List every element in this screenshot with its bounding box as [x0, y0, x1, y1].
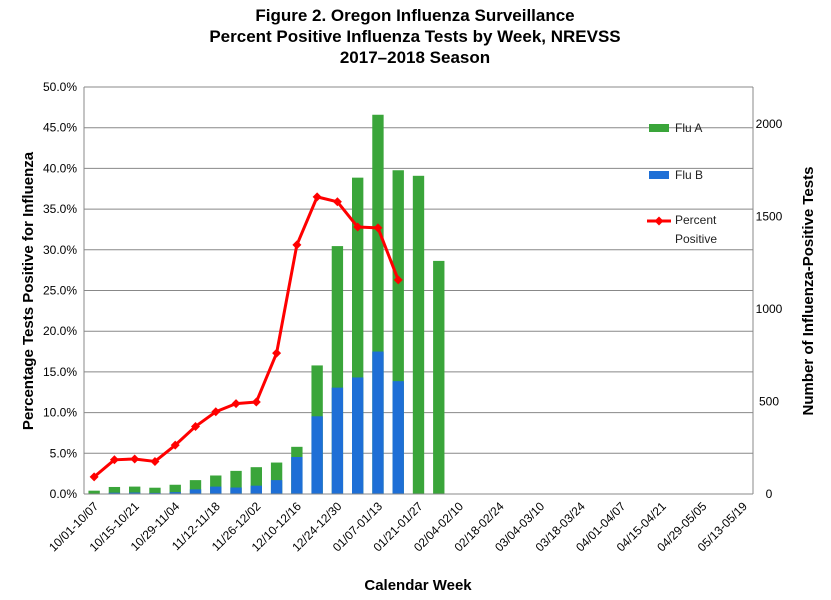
bar-flu-b	[352, 377, 364, 494]
bar-flu-b	[149, 492, 161, 494]
y-left-tick-label: 20.0%	[43, 324, 77, 338]
y-right-tick-label: 1500	[756, 210, 783, 224]
bar-flu-a	[270, 462, 283, 494]
y-axis-left-title: Percentage Tests Positive for Influenza	[20, 151, 37, 430]
y-right-tick-label: 2000	[756, 117, 783, 131]
y-left-tick-label: 35.0%	[43, 202, 77, 216]
bar-flu-a	[230, 470, 242, 494]
percent-positive-point	[191, 421, 200, 431]
y-left-tick-label: 10.0%	[43, 406, 77, 420]
percent-positive-point	[312, 192, 322, 202]
percent-positive-point	[353, 222, 363, 232]
percent-positive-point	[170, 440, 180, 450]
y-right-tick-label: 500	[759, 395, 779, 409]
percent-positive-point	[211, 407, 221, 417]
legend-marker-percent-positive	[654, 216, 664, 226]
legend-swatch-flu-b	[649, 171, 669, 179]
bar-flu-a	[189, 480, 202, 494]
x-axis-ticks: 10/01-10/0710/15-10/2110/29-11/0411/12-1…	[46, 499, 750, 554]
bar-flu-a	[433, 260, 445, 494]
percent-positive-point	[272, 348, 282, 358]
y-right-tick-label: 1000	[756, 302, 783, 316]
chart-title-line-1: Figure 2. Oregon Influenza Surveillance	[255, 6, 574, 25]
percent-positive-point	[89, 472, 99, 482]
bar-flu-a	[210, 475, 222, 494]
bar-flu-b	[210, 486, 222, 494]
bar-flu-b	[311, 416, 323, 494]
bar-flu-a	[108, 486, 121, 494]
y-left-tick-label: 15.0%	[43, 365, 77, 379]
percent-positive-point	[373, 223, 383, 233]
plot-frame	[83, 86, 754, 495]
percent-positive-point	[130, 454, 140, 464]
y-left-tick-label: 0.0%	[50, 487, 78, 501]
bar-flu-b	[129, 492, 141, 494]
bar-flu-a	[352, 177, 364, 494]
legend: Flu A Flu B Percent Positive	[647, 121, 717, 246]
bar-series	[88, 114, 445, 495]
bar-flu-b	[372, 351, 384, 494]
x-axis-title: Calendar Week	[364, 577, 472, 594]
percent-positive-line	[93, 195, 400, 479]
bar-flu-a	[392, 170, 404, 494]
left-axis-ticks: 0.0% 5.0% 10.0% 15.0% 20.0% 25.0% 30.0% 35.0% 40…	[43, 80, 77, 501]
y-left-tick-label: 45.0%	[43, 121, 77, 135]
right-axis-ticks: 0 500 1000 1500 2000	[756, 117, 783, 501]
bar-flu-b	[250, 485, 262, 494]
percent-positive-point	[393, 275, 403, 285]
bar-flu-b	[291, 457, 303, 494]
bar-flu-b	[230, 487, 242, 494]
chart-title: Figure 2. Oregon Influenza Surveillance …	[209, 6, 620, 67]
percent-positive-point	[231, 399, 241, 409]
bar-flu-b	[189, 489, 202, 494]
y-left-tick-label: 25.0%	[43, 284, 77, 298]
legend-label-percent-positive-line-2: Positive	[675, 232, 717, 246]
legend-label-percent-positive-line-1: Percent	[675, 213, 717, 227]
y-right-tick-label: 0	[766, 487, 773, 501]
percent-positive-point	[109, 455, 119, 465]
bar-flu-a	[372, 114, 384, 494]
bar-flu-a	[331, 246, 344, 494]
percent-positive-point	[332, 197, 342, 207]
legend-label-flu-b: Flu B	[675, 168, 703, 182]
bar-flu-a	[88, 490, 100, 494]
bar-flu-b	[169, 492, 181, 494]
percent-positive-point	[292, 240, 302, 250]
legend-label-flu-a: Flu A	[675, 121, 702, 135]
bar-flu-a	[149, 487, 161, 494]
y-left-tick-label: 30.0%	[43, 243, 77, 257]
bar-flu-a	[169, 484, 181, 494]
line-series	[89, 192, 403, 482]
y-axis-right-title: Number of Influenza-Positive Tests	[800, 167, 817, 416]
bar-flu-b	[392, 381, 404, 494]
y-left-tick-label: 50.0%	[43, 80, 77, 94]
bar-flu-a	[129, 486, 141, 494]
legend-swatch-flu-a	[649, 124, 669, 132]
bar-flu-a	[412, 175, 425, 495]
percent-positive-point	[150, 456, 160, 466]
percent-positive-point	[251, 397, 261, 407]
bar-flu-b	[331, 387, 344, 494]
chart-title-line-3: 2017–2018 Season	[340, 48, 490, 67]
bar-flu-a	[250, 467, 262, 494]
bar-flu-b	[270, 480, 283, 494]
y-left-tick-label: 5.0%	[50, 446, 78, 460]
bar-flu-b	[108, 492, 121, 494]
chart-title-line-2: Percent Positive Influenza Tests by Week…	[209, 27, 620, 46]
y-left-tick-label: 40.0%	[43, 161, 77, 175]
